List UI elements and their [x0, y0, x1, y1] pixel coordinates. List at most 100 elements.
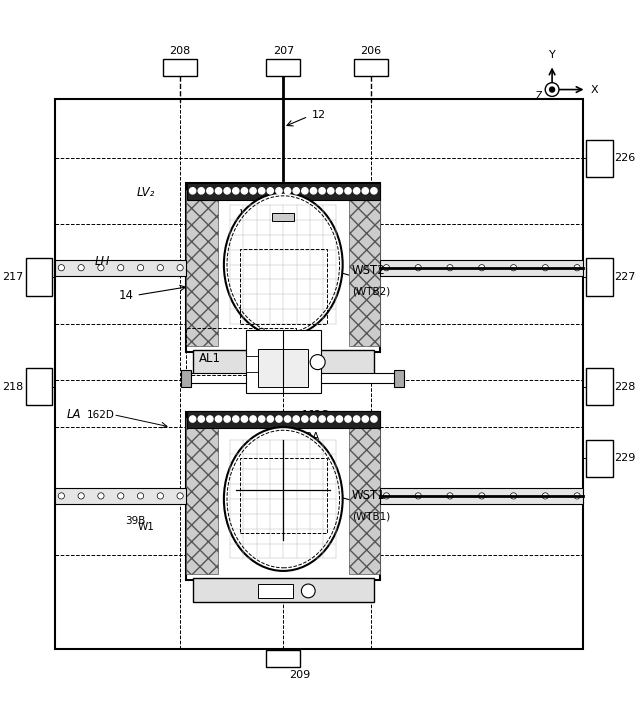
Circle shape [336, 188, 342, 194]
Circle shape [233, 416, 239, 422]
Bar [354, 59, 388, 77]
Circle shape [542, 265, 548, 271]
Bar [246, 356, 280, 372]
Bar [349, 418, 380, 574]
Circle shape [328, 188, 334, 194]
Circle shape [319, 416, 325, 422]
Bar [55, 99, 583, 649]
Circle shape [250, 416, 256, 422]
Text: LA: LA [67, 408, 81, 421]
Circle shape [118, 265, 124, 271]
Circle shape [479, 265, 485, 271]
Circle shape [301, 416, 308, 422]
Text: AL1: AL1 [199, 352, 221, 365]
Text: 229: 229 [614, 453, 636, 463]
Circle shape [267, 188, 273, 194]
Bar [586, 440, 612, 477]
Circle shape [383, 493, 390, 499]
Circle shape [189, 188, 196, 194]
Circle shape [189, 416, 196, 422]
Circle shape [78, 265, 84, 271]
Bar [586, 140, 612, 177]
Circle shape [345, 416, 351, 422]
Circle shape [138, 493, 143, 499]
Text: LH: LH [94, 255, 109, 268]
Bar [187, 183, 380, 200]
Text: 217: 217 [3, 272, 24, 282]
Circle shape [207, 188, 213, 194]
Circle shape [301, 188, 308, 194]
Circle shape [574, 265, 580, 271]
Text: LV₀: LV₀ [352, 374, 371, 387]
Circle shape [276, 188, 282, 194]
Circle shape [550, 87, 555, 92]
Bar [186, 411, 380, 581]
Circle shape [415, 265, 421, 271]
Text: LV₁: LV₁ [346, 187, 364, 200]
Bar [272, 213, 294, 221]
Bar [259, 349, 308, 387]
Text: Y: Y [548, 50, 556, 59]
Circle shape [267, 416, 273, 422]
Text: 14: 14 [118, 289, 133, 302]
Text: 12: 12 [312, 110, 326, 119]
Bar [181, 370, 191, 387]
Circle shape [479, 493, 485, 499]
Text: 227: 227 [614, 272, 636, 282]
Bar [259, 584, 292, 598]
Circle shape [58, 493, 65, 499]
Circle shape [157, 265, 163, 271]
Circle shape [241, 416, 248, 422]
Bar [239, 249, 327, 324]
Circle shape [177, 493, 183, 499]
Circle shape [447, 493, 453, 499]
Text: W2: W2 [239, 208, 259, 221]
Circle shape [574, 493, 580, 499]
Bar [187, 411, 380, 429]
Bar [239, 458, 327, 534]
Bar [380, 260, 583, 276]
Ellipse shape [224, 193, 342, 336]
Bar [349, 189, 380, 346]
Circle shape [362, 188, 369, 194]
Circle shape [336, 416, 342, 422]
Circle shape [216, 188, 221, 194]
Circle shape [353, 188, 360, 194]
Circle shape [345, 188, 351, 194]
Text: (WTB2): (WTB2) [352, 286, 390, 296]
Bar [246, 330, 321, 393]
Circle shape [157, 493, 163, 499]
Text: 30: 30 [261, 343, 276, 356]
Circle shape [198, 188, 204, 194]
Text: X: X [591, 85, 598, 95]
Bar [26, 368, 52, 406]
Circle shape [138, 265, 143, 271]
Text: 162D: 162D [86, 410, 115, 419]
Text: 207: 207 [273, 46, 294, 56]
Circle shape [371, 416, 377, 422]
Circle shape [293, 188, 300, 194]
Circle shape [98, 265, 104, 271]
Text: 208: 208 [170, 46, 191, 56]
Bar [394, 370, 404, 387]
Circle shape [233, 188, 239, 194]
Circle shape [415, 493, 421, 499]
Bar [193, 578, 374, 602]
Circle shape [263, 353, 272, 362]
Circle shape [353, 416, 360, 422]
Text: LV₂: LV₂ [136, 187, 155, 200]
Text: WST1: WST1 [352, 489, 386, 502]
Bar [26, 258, 52, 296]
Bar [186, 328, 296, 375]
Text: 39A: 39A [299, 432, 319, 442]
Circle shape [542, 493, 548, 499]
Bar [380, 488, 583, 504]
Ellipse shape [224, 427, 342, 571]
Circle shape [511, 265, 516, 271]
Bar [55, 488, 186, 504]
Circle shape [177, 265, 183, 271]
Circle shape [259, 416, 265, 422]
Circle shape [58, 265, 65, 271]
Circle shape [310, 416, 317, 422]
Circle shape [250, 188, 256, 194]
